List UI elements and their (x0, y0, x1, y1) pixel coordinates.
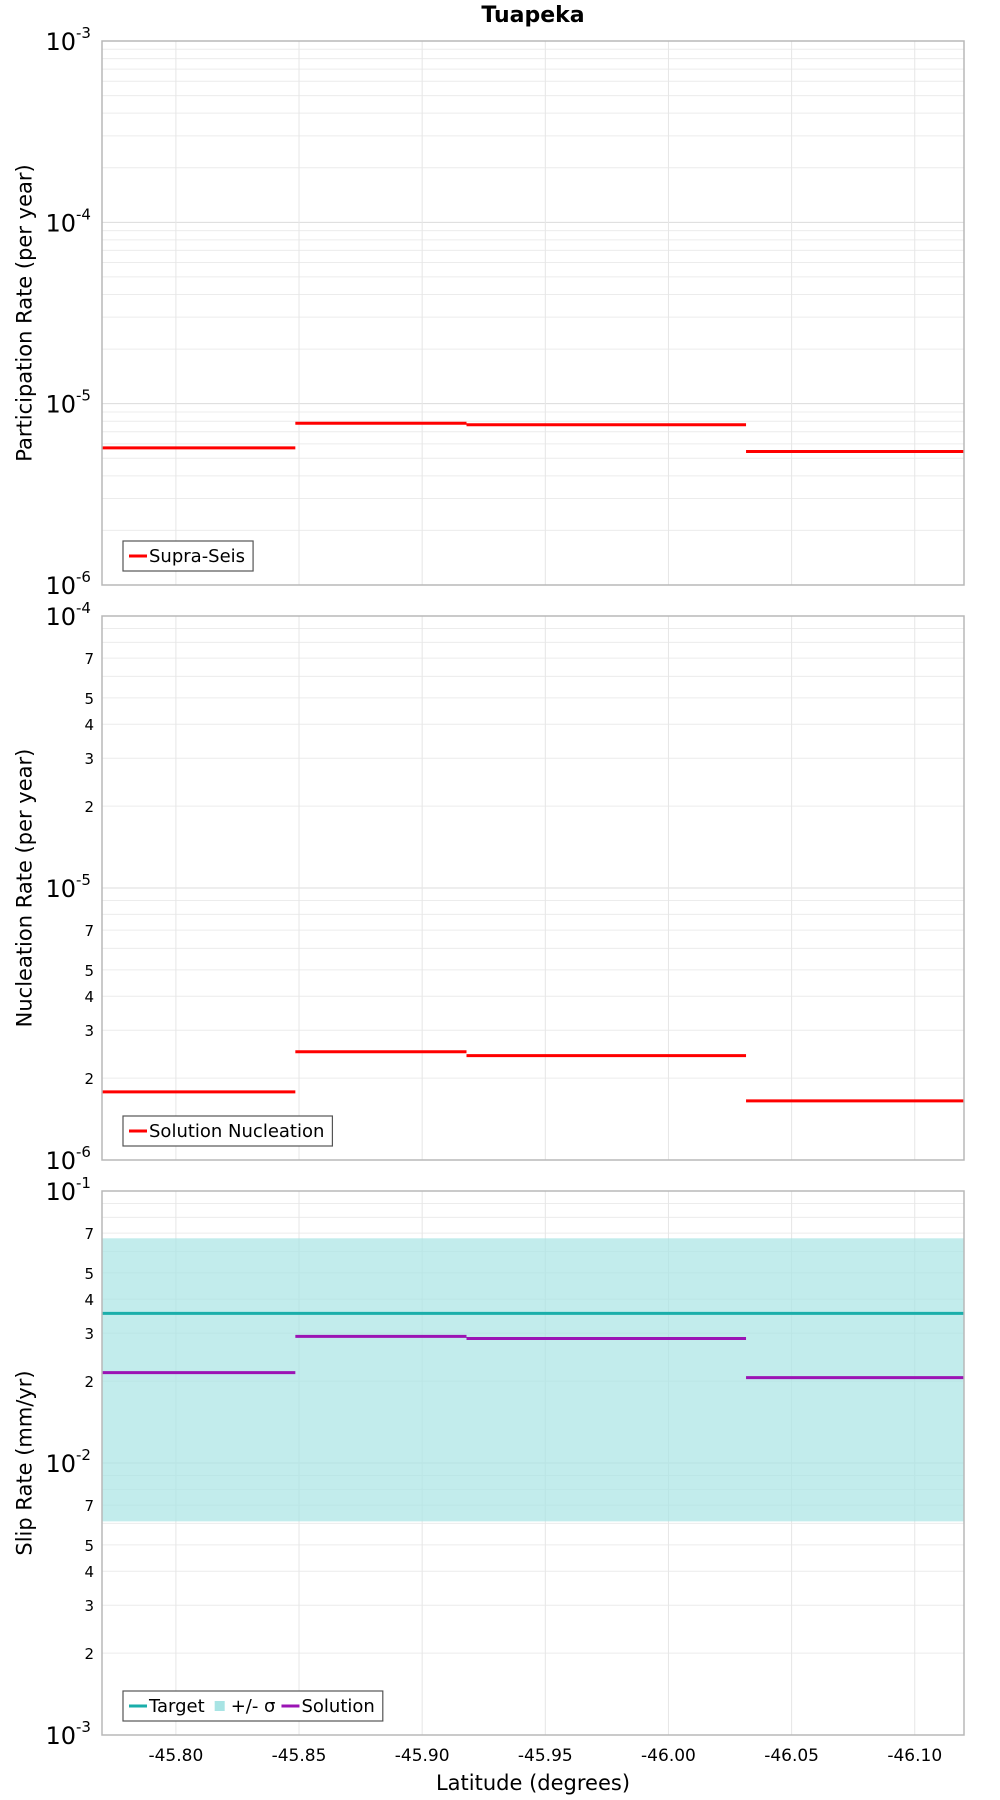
y-tick-exponent: -3 (76, 24, 91, 42)
x-tick-label: -46.05 (764, 1746, 819, 1766)
plot-area (102, 41, 964, 585)
y-tick-label: 10 (45, 391, 76, 419)
y-minor-tick-label: 2 (84, 798, 94, 816)
y-tick-exponent: -4 (76, 205, 91, 223)
y-axis-label: Nucleation Rate (per year) (12, 749, 36, 1028)
y-minor-tick-label: 7 (84, 1497, 94, 1515)
y-tick-exponent: -5 (76, 387, 91, 405)
x-grid (175, 41, 916, 585)
y-minor-tick-label: 5 (84, 1265, 94, 1283)
y-tick-label: 10 (45, 1722, 76, 1750)
legend-label: +/- σ (231, 1696, 276, 1717)
y-minor-tick-label: 3 (84, 1325, 94, 1343)
y-tick-label: 10 (45, 209, 76, 237)
series-solution-nucleation (102, 1050, 964, 1103)
y-tick-label: 10 (45, 603, 76, 631)
y-minor-tick-label: 2 (84, 1373, 94, 1391)
plot-frame (101, 615, 965, 1161)
sigma-band (102, 1238, 964, 1522)
x-tick-label: -45.85 (272, 1746, 327, 1766)
y-tick-exponent: -6 (76, 1143, 91, 1161)
chart-title: Tuapeka (481, 3, 584, 28)
y-tick-exponent: -6 (76, 568, 91, 586)
plot-frame (101, 40, 965, 586)
legend: Supra-Seis (122, 540, 254, 572)
y-tick-exponent: -4 (76, 599, 91, 617)
legend-box (122, 1690, 384, 1722)
y-minor-tick-label: 3 (84, 1597, 94, 1615)
y-minor-tick-label: 4 (84, 988, 94, 1006)
series-supra-seis (102, 421, 964, 453)
y-grid (102, 627, 964, 1161)
y-tick-label: 10 (45, 572, 76, 600)
y-minor-tick-label: 4 (84, 1563, 94, 1581)
x-tick-label: -45.90 (395, 1746, 450, 1766)
y-minor-tick-label: 7 (84, 1225, 94, 1243)
legend-label: Target (148, 1696, 205, 1717)
y-minor-tick-label: 5 (84, 1537, 94, 1555)
x-axis-label: Latitude (degrees) (436, 1771, 630, 1795)
y-grid (102, 48, 964, 586)
y-minor-tick-label: 5 (84, 690, 94, 708)
legend-label: Supra-Seis (149, 546, 245, 567)
plot-frame (101, 1190, 965, 1736)
y-minor-tick-label: 2 (84, 1645, 94, 1663)
x-tick-label: -46.00 (641, 1746, 696, 1766)
y-minor-tick-label: 3 (84, 1022, 94, 1040)
x-ticks: -45.80 -45.85 -45.90 -45.95 -46.00 -46.05 -46.… (148, 1746, 942, 1766)
y-tick-label: 10 (45, 1450, 76, 1478)
y-tick-label: 10 (45, 1178, 76, 1206)
x-tick-label: -45.95 (518, 1746, 573, 1766)
y-tick-label: 10 (45, 28, 76, 56)
y-minor-tick-label: 7 (84, 650, 94, 668)
legend-label: Solution Nucleation (149, 1121, 324, 1142)
y-tick-exponent: -5 (76, 871, 91, 889)
legend: Target +/- σ Solution (122, 1690, 384, 1722)
y-minor-tick-label: 5 (84, 962, 94, 980)
y-tick-label: 10 (45, 1147, 76, 1175)
y-minor-tick-label: 7 (84, 922, 94, 940)
y-axis-label: Participation Rate (per year) (12, 164, 36, 461)
y-tick-label: 10 (45, 875, 76, 903)
x-grid (175, 616, 916, 1160)
legend-box (122, 1115, 334, 1147)
legend-label: Solution (301, 1696, 374, 1717)
legend-swatch (214, 1701, 225, 1711)
x-tick-label: -46.10 (887, 1746, 942, 1766)
x-tick-label: -45.80 (148, 1746, 203, 1766)
y-minor-tick-label: 4 (84, 716, 94, 734)
y-tick-exponent: -1 (76, 1174, 91, 1192)
y-minor-tick-label: 2 (84, 1070, 94, 1088)
y-tick-exponent: -2 (76, 1446, 91, 1464)
legend: Solution Nucleation (122, 1115, 334, 1147)
series-solution (102, 1334, 964, 1380)
y-minor-tick-label: 3 (84, 750, 94, 768)
y-axis-label: Slip Rate (mm/yr) (12, 1370, 36, 1555)
y-tick-exponent: -3 (76, 1718, 91, 1736)
y-minor-tick-label: 4 (84, 1291, 94, 1309)
